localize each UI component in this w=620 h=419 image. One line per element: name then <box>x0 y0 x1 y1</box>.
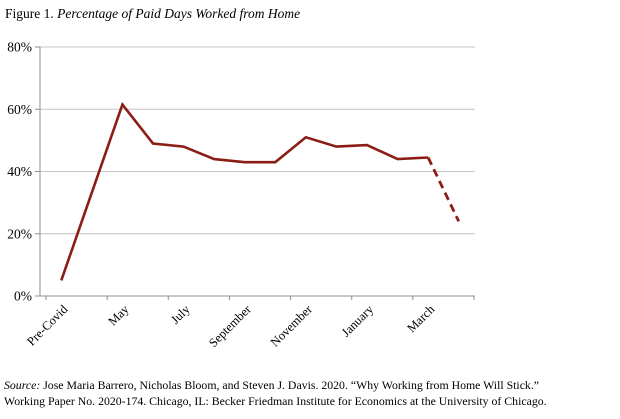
svg-text:40%: 40% <box>7 164 32 179</box>
source-text-line1: Jose Maria Barrero, Nicholas Bloom, and … <box>40 378 540 392</box>
figure-label: Figure 1. <box>5 6 58 21</box>
svg-text:May: May <box>105 302 132 329</box>
svg-text:0%: 0% <box>14 289 32 304</box>
chart-canvas: 0% 20% 40% 60% 80% Pre-Covid May July September N… <box>7 40 475 350</box>
source-label: Source: <box>4 378 41 392</box>
svg-text:September: September <box>206 302 254 350</box>
svg-text:July: July <box>168 302 193 327</box>
source-text-line2: Working Paper No. 2020-174. Chicago, IL:… <box>4 394 547 409</box>
svg-text:Pre-Covid: Pre-Covid <box>24 302 71 349</box>
svg-text:60%: 60% <box>7 102 32 117</box>
svg-text:20%: 20% <box>7 226 32 241</box>
svg-text:80%: 80% <box>7 40 32 55</box>
svg-text:January: January <box>339 302 377 340</box>
svg-text:November: November <box>268 302 316 350</box>
figure-title-text: Percentage of Paid Days Worked from Home <box>57 6 301 21</box>
source-line-1: Source: Jose Maria Barrero, Nicholas Blo… <box>4 377 617 393</box>
source-citation: Source: Jose Maria Barrero, Nicholas Blo… <box>4 377 617 410</box>
svg-text:March: March <box>404 302 437 335</box>
figure-title: Figure 1. Percentage of Paid Days Worked… <box>5 6 300 22</box>
